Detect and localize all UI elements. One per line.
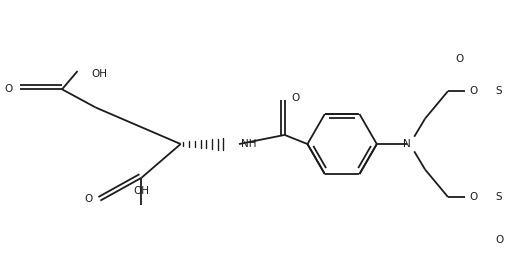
Text: O: O [291,92,299,103]
Text: OH: OH [91,69,107,79]
Text: O: O [455,54,463,64]
Text: S: S [495,86,501,96]
Text: O: O [84,194,93,204]
Text: N: N [402,139,410,149]
Text: O: O [5,84,13,94]
Text: O: O [507,54,509,64]
Text: S: S [495,192,501,202]
Text: NH: NH [240,139,256,149]
Text: O: O [468,86,477,96]
Text: OH: OH [133,186,149,196]
Text: O: O [468,192,477,202]
Text: O: O [494,235,502,245]
